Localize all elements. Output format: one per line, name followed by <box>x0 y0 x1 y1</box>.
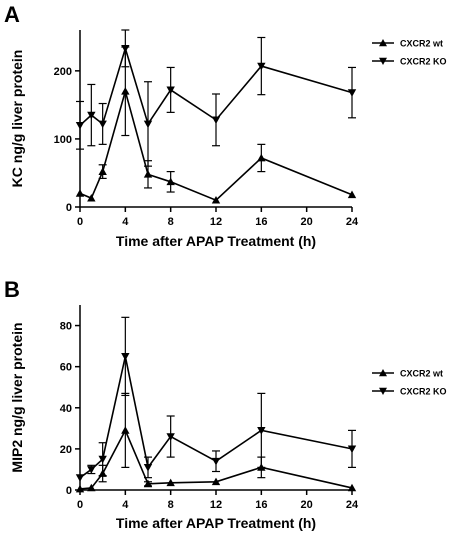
data-point <box>211 195 221 204</box>
data-point <box>75 189 85 197</box>
y-axis-label: KC ng/g liver protein <box>9 50 25 188</box>
x-tick-label: 12 <box>210 499 222 511</box>
legend-label: CXCR2 KO <box>400 57 447 67</box>
y-tick-label: 100 <box>54 134 72 146</box>
data-point <box>121 87 130 95</box>
x-axis-label: Time after APAP Treatment (h) <box>116 515 316 531</box>
x-tick-label: 16 <box>255 216 267 228</box>
panel-a: A 0 100 200 0 4 8 12 16 20 24 Time after APAP Treat… <box>4 2 447 249</box>
legend-entry: CXCR2 wt <box>372 369 443 379</box>
legend-label: CXCR2 wt <box>400 39 443 49</box>
series-wt <box>75 46 357 204</box>
x-tick-label: 16 <box>255 499 267 511</box>
series-wt <box>75 392 357 493</box>
series-ko <box>75 316 357 482</box>
data-point <box>87 111 96 120</box>
data-point <box>347 190 357 199</box>
x-tick-label: 4 <box>122 499 129 511</box>
x-tick-label: 20 <box>301 499 313 511</box>
series-ko <box>75 29 357 167</box>
y-tick-label: 20 <box>60 444 72 456</box>
x-tick-label: 4 <box>122 216 129 228</box>
data-point <box>166 478 175 487</box>
panel-b: B 0 20 40 60 80 0 4 8 12 16 20 24 Time after APAP Tre… <box>4 277 447 531</box>
y-tick-label: 200 <box>54 66 72 78</box>
data-point <box>257 62 266 71</box>
x-tick-label: 8 <box>168 499 174 511</box>
data-point <box>211 477 221 486</box>
data-point <box>143 170 153 178</box>
data-point <box>143 120 153 129</box>
legend-marker <box>379 39 387 47</box>
panel-letter: B <box>4 277 20 302</box>
legend-entry: CXCR2 wt <box>372 39 443 49</box>
data-point <box>98 120 107 129</box>
y-axis-label: MIP2 ng/g liver protein <box>9 322 25 472</box>
legend-marker <box>379 57 387 65</box>
data-point <box>347 89 357 97</box>
legend-label: CXCR2 KO <box>400 387 447 397</box>
data-point <box>166 86 175 95</box>
legend-entry: CXCR2 KO <box>372 57 447 67</box>
x-axis-label: Time after APAP Treatment (h) <box>116 233 316 249</box>
y-tick-label: 60 <box>60 362 72 374</box>
data-point <box>75 121 85 130</box>
y-tick-label: 0 <box>66 202 72 214</box>
x-tick-label: 12 <box>210 216 222 228</box>
data-point <box>121 353 130 361</box>
data-point <box>87 193 96 202</box>
data-point <box>211 457 221 466</box>
data-point <box>87 466 96 474</box>
y-tick-label: 40 <box>60 403 72 415</box>
data-point <box>143 464 153 472</box>
data-point <box>121 45 130 53</box>
x-tick-label: 0 <box>77 216 83 228</box>
legend-marker <box>379 369 387 377</box>
data-point <box>75 474 85 482</box>
data-point <box>75 484 85 493</box>
x-tick-label: 8 <box>168 216 174 228</box>
y-tick-label: 80 <box>60 321 72 333</box>
data-point <box>143 479 153 488</box>
panel-letter: A <box>4 2 20 27</box>
x-tick-label: 0 <box>77 499 83 511</box>
legend-entry: CXCR2 KO <box>372 387 447 397</box>
x-tick-label: 20 <box>301 216 313 228</box>
data-point <box>166 177 175 186</box>
data-point <box>121 426 130 434</box>
data-point <box>347 483 357 492</box>
y-tick-label: 0 <box>66 485 72 497</box>
legend-marker <box>379 387 387 395</box>
data-point <box>211 116 221 125</box>
data-point <box>98 455 107 464</box>
data-point <box>257 153 266 162</box>
x-tick-label: 24 <box>346 216 359 228</box>
data-point <box>166 433 175 441</box>
data-point <box>87 483 96 492</box>
data-point <box>257 427 266 435</box>
data-point <box>347 445 357 454</box>
data-point <box>98 167 107 175</box>
legend-label: CXCR2 wt <box>400 369 443 379</box>
x-tick-label: 24 <box>346 499 359 511</box>
